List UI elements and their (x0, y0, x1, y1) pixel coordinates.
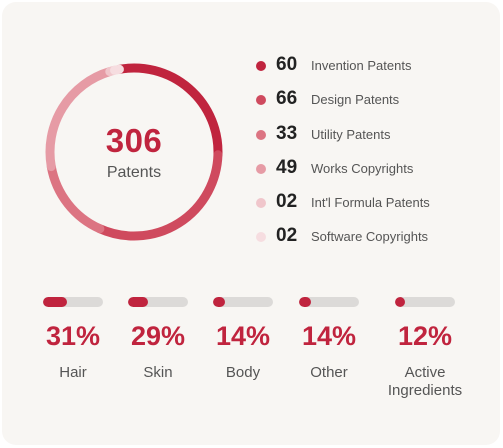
legend-value: 66 (276, 88, 298, 110)
legend-dot (256, 129, 266, 140)
stat-body: 14% Body (200, 297, 286, 382)
donut-slice-design-patents (95, 150, 223, 241)
legend-label: Int'l Formula Patents (311, 195, 430, 211)
donut-slice-works-copyrights (45, 67, 115, 172)
legend-item: 60 Invention Patents (256, 52, 496, 86)
legend-dot (256, 163, 266, 174)
progress-bar (299, 297, 359, 307)
stat-label: Other (310, 364, 348, 381)
legend-value: 49 (276, 156, 298, 178)
progress-fill (128, 297, 148, 307)
stat-label: Body (225, 364, 261, 381)
legend-dot (256, 95, 266, 106)
progress-bar (213, 297, 273, 307)
progress-bar (43, 297, 103, 307)
legend-item: 49 Works Copyrights (256, 155, 496, 189)
stat-skin: 29% Skin (115, 297, 201, 382)
stat-label: Active Ingredients (387, 364, 463, 399)
legend-value: 33 (276, 122, 298, 144)
progress-fill (299, 297, 311, 307)
legend-item: 02 Software Copyrights (256, 223, 496, 257)
progress-bar (128, 297, 188, 307)
donut-total-label: Patents (106, 164, 162, 181)
legend-label: Invention Patents (311, 58, 412, 73)
stat-hair: 31% Hair (30, 297, 116, 382)
legend-label: Design Patents (311, 92, 400, 108)
legend-dot (256, 198, 266, 209)
legend-dot (256, 61, 266, 71)
stat-active-ingredients: 12% Active Ingredients (382, 297, 468, 400)
stat-value: 31% (45, 321, 101, 351)
legend-label: Utility Patents (311, 126, 391, 142)
donut-slice-invention-patents (114, 63, 223, 160)
category-stats: 31% Hair 29% Skin 14% Body 14% Other 12%… (30, 297, 490, 417)
legend-item: 66 Design Patents (256, 86, 496, 120)
legend-label: Software Copyrights (311, 229, 429, 245)
legend: 60 Invention Patents 66 Design Patents 3… (256, 52, 496, 258)
legend-value: 60 (276, 54, 298, 75)
legend-dot (256, 232, 266, 243)
stat-value: 12% (397, 321, 453, 351)
donut-slice-software-copyrights (110, 64, 124, 75)
progress-bar (395, 297, 455, 307)
stat-value: 29% (130, 321, 186, 351)
stat-value: 14% (215, 321, 271, 351)
patents-donut-chart: 306 Patents (42, 60, 226, 244)
legend-value: 02 (276, 191, 298, 213)
donut-total-value: 306 (105, 122, 163, 159)
legend-label: Works Copyrights (311, 160, 414, 176)
legend-item: 33 Utility Patents (256, 121, 496, 155)
patents-card: 306 Patents 60 Invention Patents 66 Desi… (2, 2, 500, 445)
donut-svg (45, 63, 223, 241)
stat-label: Hair (59, 364, 87, 381)
legend-value: 02 (276, 225, 298, 247)
legend-item: 02 Int'l Formula Patents (256, 189, 496, 223)
progress-fill (213, 297, 225, 307)
stat-other: 14% Other (286, 297, 372, 382)
stat-label: Skin (143, 364, 173, 381)
donut-slice-utility-patents (46, 162, 105, 234)
progress-fill (43, 297, 67, 307)
progress-fill (395, 297, 406, 307)
stat-value: 14% (301, 321, 357, 351)
